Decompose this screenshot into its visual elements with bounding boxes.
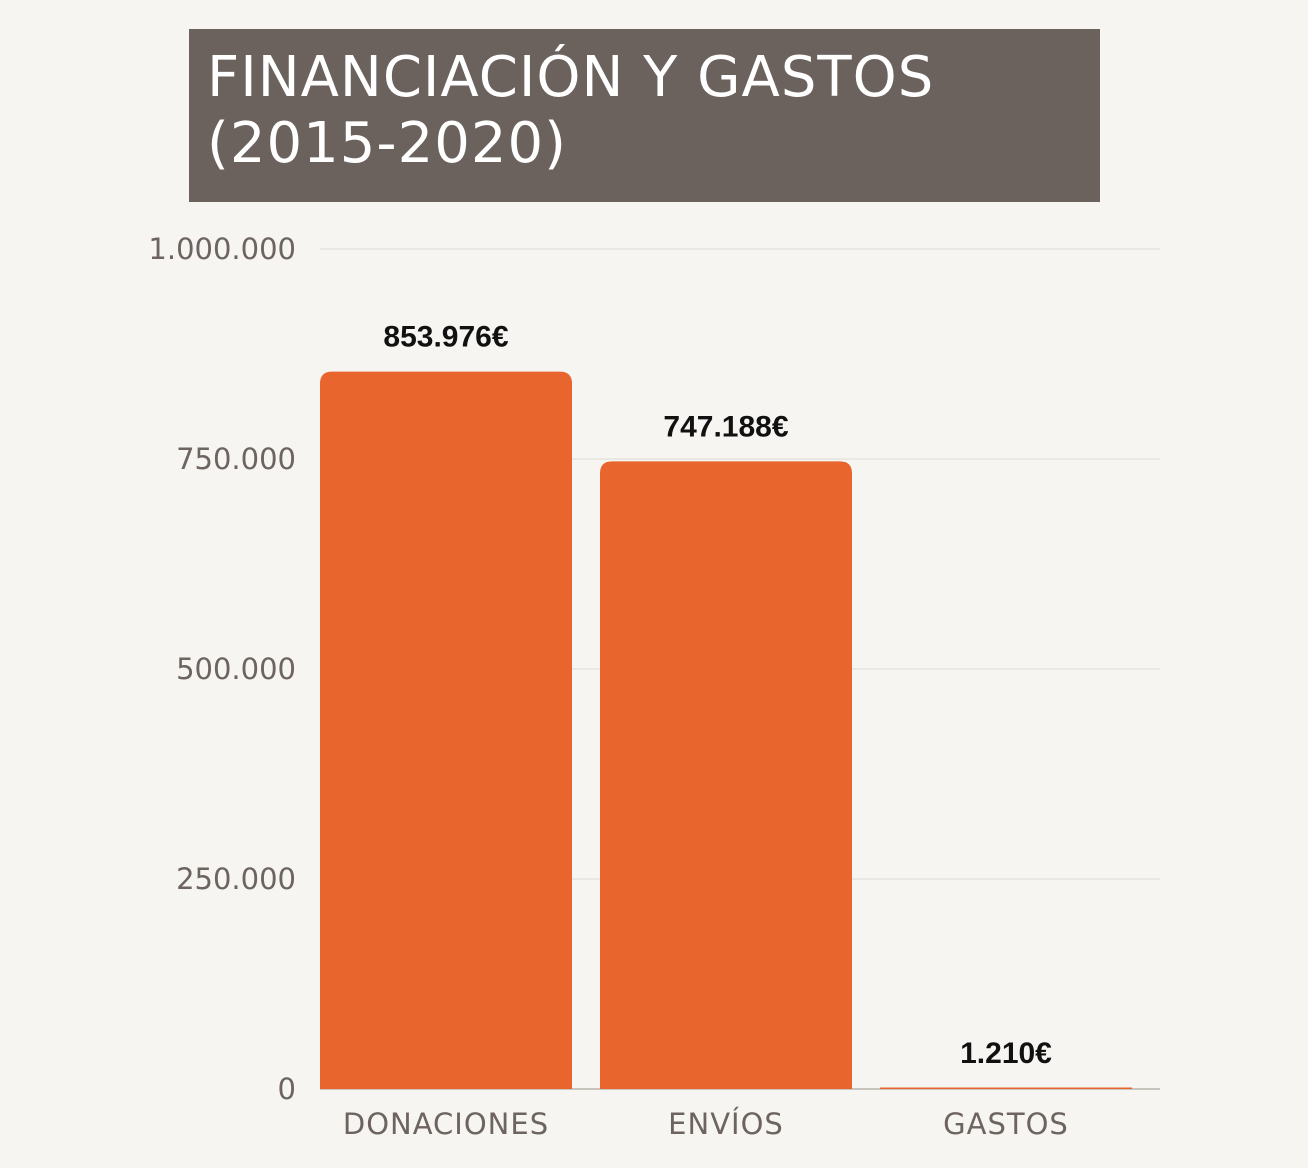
y-tick-label: 250.000 [176,862,296,896]
y-tick-label: 1.000.000 [148,232,296,266]
x-axis: DONACIONES ENVÍOS GASTOS [343,1107,1069,1141]
bars [320,371,1132,1090]
chart-title-box: FINANCIACIÓN Y GASTOS (2015-2020) [189,29,1100,202]
y-axis: 0 250.000 500.000 750.000 1.000.000 [148,232,296,1106]
data-labels: 853.976€ 747.188€ 1.210€ [383,321,1052,1070]
y-tick-label: 0 [278,1072,296,1106]
x-tick-label: DONACIONES [343,1107,549,1141]
y-tick-label: 500.000 [176,652,296,686]
bar [600,461,852,1090]
x-tick-label: ENVÍOS [668,1107,784,1141]
data-label: 1.210€ [960,1037,1052,1070]
data-label: 853.976€ [383,321,508,354]
bar [320,371,572,1089]
chart-title: FINANCIACIÓN Y GASTOS (2015-2020) [207,45,935,176]
y-tick-label: 750.000 [176,442,296,476]
bar [880,1087,1132,1089]
x-tick-label: GASTOS [943,1107,1069,1141]
data-label: 747.188€ [663,410,788,443]
